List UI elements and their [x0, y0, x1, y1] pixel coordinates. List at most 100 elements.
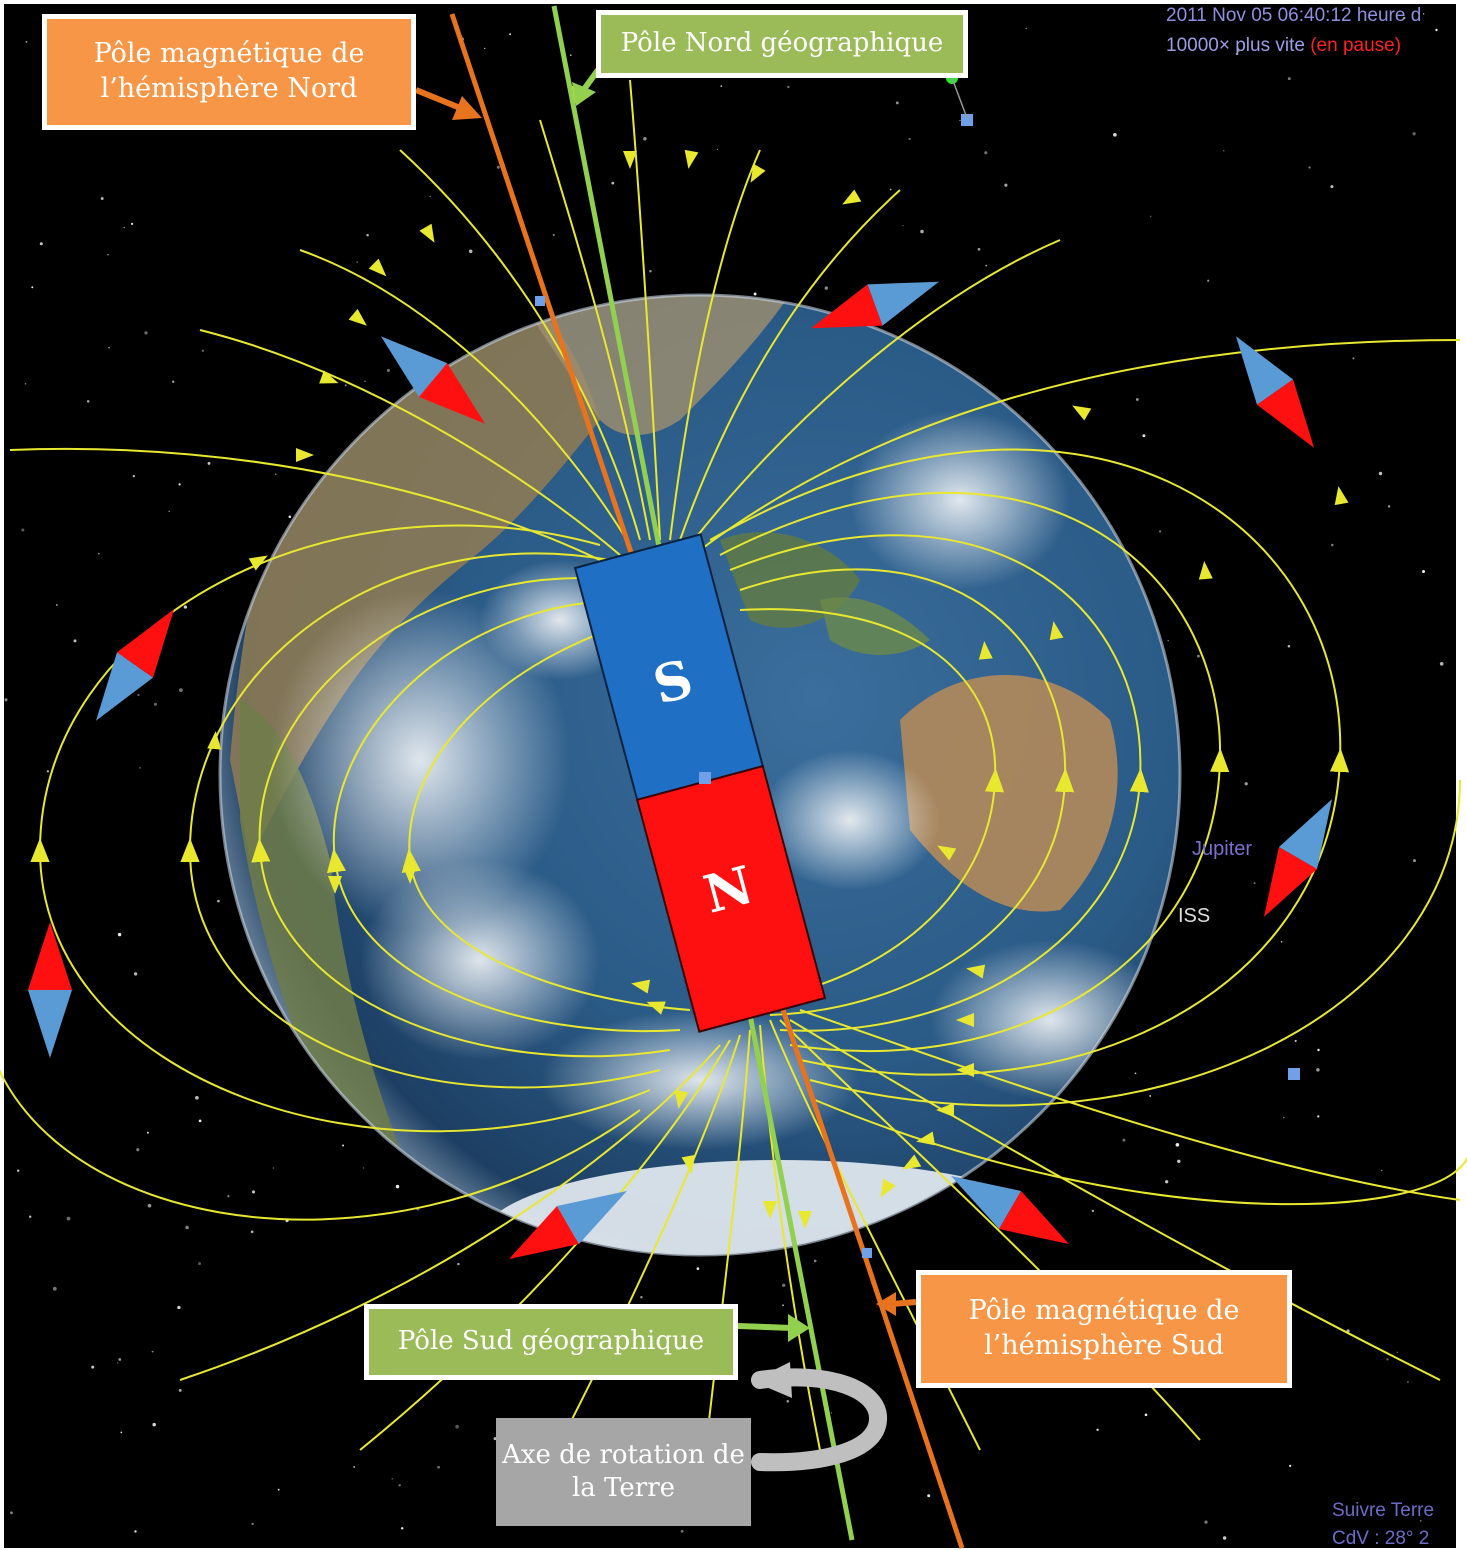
field-line — [399, 149, 641, 541]
satellite-marker — [1288, 1068, 1300, 1080]
star — [1378, 471, 1383, 476]
star — [1316, 1068, 1320, 1072]
star — [288, 515, 292, 519]
star — [46, 770, 50, 773]
star — [496, 165, 500, 169]
star — [24, 383, 27, 385]
hud-paused-status: (en pause) — [1310, 35, 1402, 56]
star — [123, 226, 126, 229]
star — [1331, 543, 1334, 547]
compass-needle-icon — [1235, 336, 1315, 448]
field-direction-arrow — [319, 370, 339, 384]
field-direction-arrow — [763, 1201, 777, 1219]
star — [183, 605, 188, 609]
star — [1435, 28, 1438, 32]
star — [1439, 661, 1444, 666]
field-line — [739, 608, 1005, 1001]
star — [611, 181, 615, 185]
star — [1144, 1413, 1148, 1417]
field-direction-arrow — [750, 163, 766, 183]
bar-magnet: S N — [573, 533, 827, 1033]
star — [1294, 1039, 1297, 1042]
field-direction-arrow — [646, 1001, 666, 1015]
north-geographic-pole-label: Pôle Nord géographique — [596, 10, 968, 78]
star — [493, 1437, 497, 1441]
field-direction-arrow — [348, 308, 367, 326]
star — [131, 222, 134, 225]
star — [366, 233, 369, 237]
star — [1330, 185, 1334, 189]
compass-needle-icon — [95, 609, 175, 721]
field-direction-arrow — [936, 1103, 954, 1117]
star — [1222, 149, 1225, 152]
star — [1317, 1115, 1320, 1118]
star — [509, 33, 512, 36]
field-line — [30, 524, 651, 1133]
star — [716, 148, 719, 150]
field-direction-arrow — [1049, 621, 1064, 641]
star — [25, 41, 28, 43]
star — [1244, 782, 1248, 786]
field-direction-arrow — [902, 1154, 922, 1170]
star — [570, 54, 572, 56]
star — [1421, 569, 1426, 574]
hud-field-of-view: CdV : 28° 2 — [1332, 1528, 1430, 1549]
compass-needle-icon — [811, 281, 939, 329]
star — [1283, 1116, 1285, 1119]
field-line — [179, 1044, 721, 1381]
star — [1413, 859, 1416, 863]
field-direction-arrow — [674, 1089, 689, 1109]
star — [21, 528, 25, 532]
star — [108, 346, 110, 349]
star — [116, 1362, 119, 1364]
star — [1222, 1536, 1227, 1540]
star — [1149, 215, 1152, 218]
star — [786, 1400, 790, 1403]
field-line — [729, 534, 1149, 1032]
field-direction-arrow — [966, 964, 986, 979]
star — [133, 972, 138, 976]
star — [824, 286, 828, 290]
star — [4, 698, 8, 702]
field-line — [709, 448, 1350, 1076]
star — [984, 151, 988, 155]
star — [144, 331, 148, 335]
star — [185, 1225, 189, 1230]
star — [1096, 1428, 1099, 1431]
field-direction-arrow — [956, 1013, 974, 1027]
field-direction-arrow — [1334, 486, 1349, 506]
center-marker — [699, 772, 711, 784]
star — [1387, 505, 1391, 508]
star — [643, 136, 647, 141]
star — [985, 264, 988, 267]
field-line — [199, 329, 621, 556]
star — [468, 249, 473, 254]
star — [344, 384, 347, 387]
star — [457, 1262, 460, 1266]
pole-marker — [535, 296, 545, 306]
field-direction-arrow — [1072, 405, 1092, 421]
star — [73, 639, 77, 643]
star — [640, 1296, 643, 1299]
star — [153, 702, 158, 706]
star — [107, 253, 109, 256]
hud-follow-target: Suivre Terre — [1332, 1500, 1435, 1521]
star — [1381, 1169, 1383, 1172]
star — [152, 1422, 156, 1427]
star — [908, 137, 911, 141]
star — [198, 1119, 202, 1123]
satellite-marker — [961, 114, 973, 126]
star — [1134, 1072, 1137, 1075]
star — [1317, 1048, 1320, 1052]
star — [86, 400, 90, 403]
field-direction-arrow — [368, 258, 387, 277]
label-pointer-arrows — [414, 68, 917, 1342]
star — [437, 1465, 440, 1469]
star — [1352, 357, 1355, 360]
star — [362, 1167, 365, 1169]
field-direction-arrow — [798, 1211, 812, 1229]
star — [1386, 1358, 1389, 1361]
field-direction-arrow — [419, 223, 435, 243]
star — [391, 1478, 393, 1480]
